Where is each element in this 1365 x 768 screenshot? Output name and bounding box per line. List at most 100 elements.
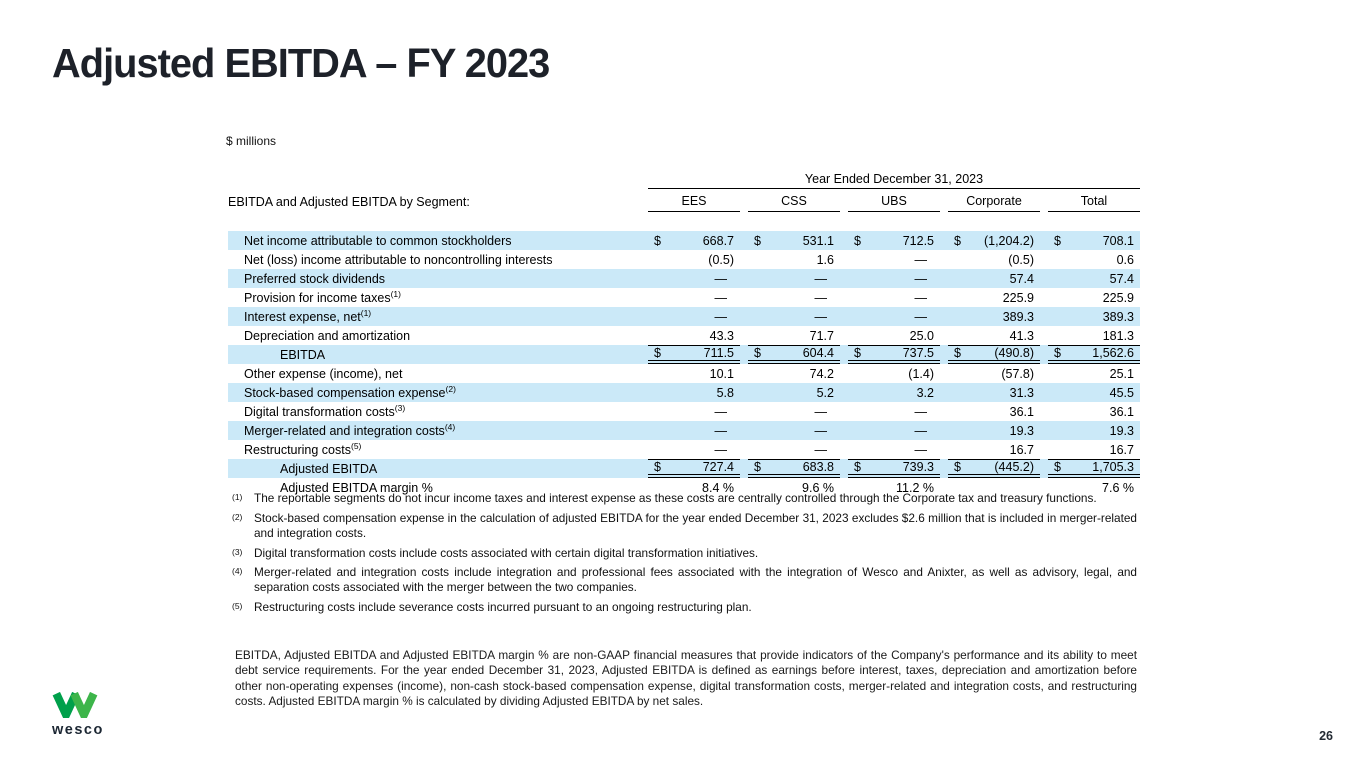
footnote-text: Stock-based compensation expense in the …	[254, 510, 1137, 540]
cell-number: 16.7	[1109, 442, 1134, 457]
table-span-header-row: Year Ended December 31, 2023	[228, 168, 1140, 189]
footnotes: (1) The reportable segments do not incur …	[232, 491, 1137, 620]
row-label: Preferred stock dividends	[244, 271, 386, 286]
cell-number: 5.8	[716, 385, 734, 400]
dollar-sign: $	[754, 233, 761, 248]
cell-value: 19.3	[948, 421, 1040, 440]
cell-number: 9.6 %	[802, 480, 834, 495]
dollar-sign: $	[954, 233, 961, 248]
cell-number: 5.2	[816, 385, 834, 400]
cell-number: 8.4 %	[702, 480, 734, 495]
dollar-sign: $	[1054, 233, 1061, 248]
footnote-marker: (5)	[232, 601, 243, 612]
cell-value: (0.5)	[648, 250, 740, 269]
cell-number: 57.4	[1009, 271, 1034, 286]
cell-value: 8.4 %	[648, 478, 740, 497]
row-label: Merger-related and integration costs(4)	[244, 421, 456, 438]
cell-number: —	[814, 442, 828, 457]
cell-number: 45.5	[1109, 385, 1134, 400]
cell-value: 5.2	[748, 383, 840, 402]
cell-number: 225.9	[1102, 290, 1134, 305]
cell-value: —	[748, 288, 840, 307]
cell-value: $668.7	[648, 231, 740, 250]
footnote-marker-ref: (2)	[445, 383, 456, 394]
cell-number: —	[714, 442, 728, 457]
cell-number: —	[914, 252, 928, 267]
footnote-text: Restructuring costs include severance co…	[254, 600, 752, 615]
cell-value: —	[648, 421, 740, 440]
cell-value: (1.4)	[848, 364, 940, 383]
footnote: (2) Stock-based compensation expense in t…	[232, 511, 1137, 541]
footnote-marker: (1)	[232, 492, 243, 502]
cell-number: —	[714, 423, 728, 438]
dollar-sign: $	[854, 233, 861, 248]
cell-number: (57.8)	[1001, 366, 1034, 381]
cell-number: —	[914, 290, 928, 305]
footnote-marker-ref: (1)	[360, 307, 372, 318]
cell-value: 57.4	[948, 269, 1040, 288]
cell-number: 36.1	[1009, 404, 1034, 419]
column-header-total: Total	[1048, 194, 1140, 212]
dollar-sign: $	[1054, 346, 1061, 360]
table-row: Preferred stock dividends — — — 57.4 57.4	[228, 269, 1140, 288]
cell-number: (0.5)	[1008, 252, 1034, 267]
cell-number: 7.6 %	[1102, 480, 1134, 495]
cell-number: 683.8	[802, 460, 834, 474]
cell-number: 25.1	[1109, 366, 1134, 381]
dollar-sign: $	[654, 460, 661, 474]
cell-value: 36.1	[948, 402, 1040, 421]
cell-number: 41.3	[1009, 328, 1034, 343]
dollar-sign: $	[854, 346, 861, 360]
table-row: EBITDA $711.5 $604.4 $737.5 $ (490.8) $1,562.6	[228, 345, 1140, 364]
table-row: Depreciation and amortization 43.3 71.7 25.…	[228, 326, 1140, 345]
cell-value: 19.3	[1048, 421, 1140, 440]
cell-number: 727.4	[702, 460, 734, 474]
cell-number: 1,562.6	[1092, 346, 1134, 360]
footnote: (4) Merger-related and integration costs …	[232, 565, 1137, 595]
cell-value: $708.1	[1048, 231, 1140, 250]
cell-number: (0.5)	[708, 252, 734, 267]
row-label: Restructuring costs(5)	[244, 440, 362, 457]
cell-value: 31.3	[948, 383, 1040, 402]
cell-value: $1,705.3	[1048, 459, 1140, 478]
table-row: Interest expense, net(1) — — — 389.3 389.3	[228, 307, 1140, 326]
cell-value: 3.2	[848, 383, 940, 402]
cell-value: 11.2 %	[848, 478, 940, 497]
cell-number: 604.4	[802, 346, 834, 360]
page-title: Adjusted EBITDA – FY 2023	[52, 40, 550, 86]
dollar-sign: $	[754, 346, 761, 360]
cell-number: —	[714, 404, 728, 419]
footnote-text: Merger-related and integration costs inc…	[254, 565, 1137, 595]
table-row-header: EBITDA and Adjusted EBITDA by Segment:	[228, 195, 470, 209]
cell-number: 3.2	[916, 385, 934, 400]
dollar-sign: $	[1054, 460, 1061, 474]
cell-value: —	[648, 440, 740, 459]
cell-value: $683.8	[748, 459, 840, 478]
cell-value: $604.4	[748, 345, 840, 364]
cell-value: (57.8)	[948, 364, 1040, 383]
row-label: Digital transformation costs(3)	[244, 402, 406, 419]
footnote-marker: (4)	[232, 566, 243, 577]
cell-number: —	[914, 271, 928, 286]
cell-value: $1,562.6	[1048, 345, 1140, 364]
cell-value: 225.9	[948, 288, 1040, 307]
cell-number: 531.1	[802, 233, 834, 248]
cell-number: 181.3	[1102, 328, 1134, 343]
cell-number: 225.9	[1002, 290, 1034, 305]
cell-number: 74.2	[809, 366, 834, 381]
row-label: Other expense (income), net	[244, 366, 403, 381]
cell-number: 708.1	[1102, 233, 1134, 248]
dollar-sign: $	[654, 233, 661, 248]
cell-number: 36.1	[1109, 404, 1134, 419]
footnote-text: Digital transformation costs include cos…	[254, 545, 759, 560]
footnote-marker: (2)	[232, 511, 243, 522]
footnote-marker-ref: (3)	[394, 402, 406, 413]
cell-value: 1.6	[748, 250, 840, 269]
cell-value: 389.3	[1048, 307, 1140, 326]
footnote: (3) Digital transformation costs include …	[232, 546, 1137, 561]
cell-value: —	[848, 402, 940, 421]
cell-value: 389.3	[948, 307, 1040, 326]
column-header-ees: EES	[648, 194, 740, 212]
dollar-sign: $	[654, 346, 661, 360]
cell-number: —	[814, 404, 828, 419]
